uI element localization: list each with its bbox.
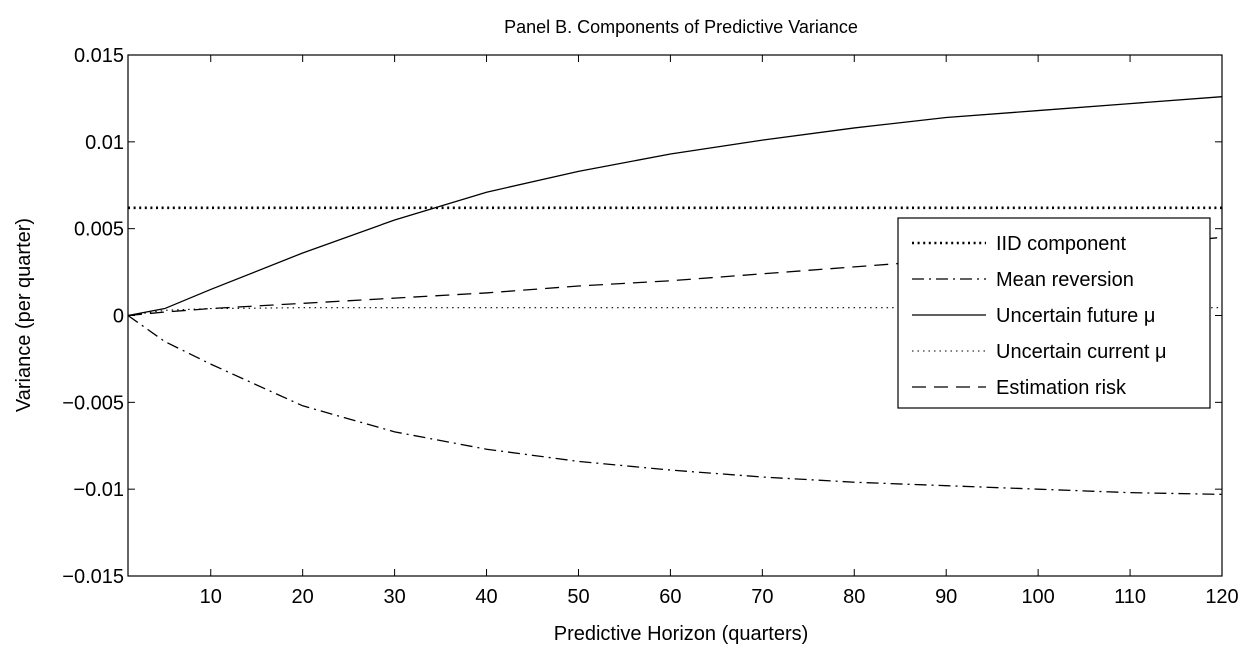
y-tick-label: 0 [113, 306, 124, 328]
y-tick-label: 0.005 [74, 219, 124, 241]
y-ticks: −0.015 −0.01 −0.005 0 0.005 0.01 0.015 [62, 45, 1222, 588]
x-tick-label: 10 [200, 586, 222, 608]
y-tick-label: 0.015 [74, 45, 124, 67]
x-tick-label: 40 [475, 586, 497, 608]
x-tick-label: 110 [1114, 586, 1146, 608]
legend-label-2: Mean reversion [996, 269, 1134, 291]
series-line-3 [127, 96, 1223, 317]
x-tick-label: 50 [567, 586, 589, 608]
legend-label-5: Estimation risk [996, 377, 1127, 399]
series-line-5 [127, 236, 1223, 317]
y-axis-label: Variance (per quarter) [13, 218, 35, 412]
legend-label-3: Uncertain future μ [996, 305, 1155, 327]
x-tick-label: 90 [935, 586, 957, 608]
legend-label-1: IID component [996, 233, 1127, 255]
x-tick-label: 70 [751, 586, 773, 608]
x-axis-label: Predictive Horizon (quarters) [554, 623, 809, 645]
legend-entries: IID component Mean reversion Uncertain fut… [912, 233, 1166, 399]
x-tick-label: 30 [383, 586, 405, 608]
x-ticks: 10 20 30 40 50 60 70 80 90 100 110 120 [200, 55, 1239, 608]
y-tick-label: −0.005 [62, 392, 124, 414]
x-tick-label: 100 [1021, 586, 1054, 608]
chart-title: Panel B. Components of Predictive Varian… [504, 17, 858, 37]
legend-box [897, 217, 1211, 409]
plot-area: 10 20 30 40 50 60 70 80 90 100 110 120 −0.015−0.01−… [62, 45, 1238, 608]
legend: IID component Mean reversion Uncertain fut… [897, 217, 1211, 409]
x-tick-label: 80 [843, 586, 865, 608]
x-tick-label: 120 [1205, 586, 1238, 608]
x-tick-label: 60 [659, 586, 681, 608]
series-line-2 [127, 314, 1223, 496]
series-layer [127, 96, 1223, 496]
y-tick-label: −0.01 [73, 479, 124, 501]
y-tick-label: 0.01 [85, 132, 124, 154]
x-tick-label: 20 [292, 586, 314, 608]
legend-label-4: Uncertain current μ [996, 341, 1166, 363]
y-tick-label: −0.015 [62, 566, 124, 588]
